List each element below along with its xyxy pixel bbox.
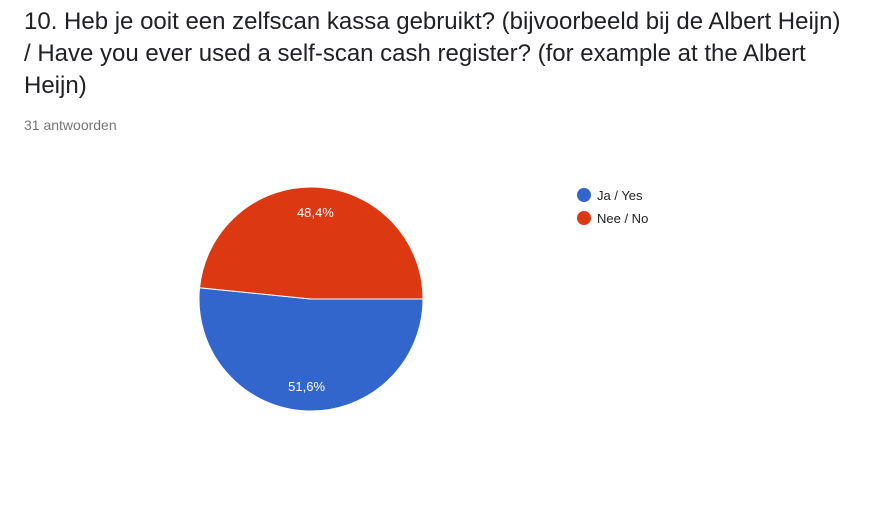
legend-swatch [577,211,591,225]
response-count: 31 antwoorden [24,117,117,133]
pie-slice-nee-no [199,186,424,300]
legend-label: Ja / Yes [597,188,643,203]
question-title: 10. Heb je ooit een zelfscan kassa gebru… [24,8,841,99]
legend-swatch [577,188,591,202]
pie-slice-labels: 51,6% 48,4% [288,205,334,394]
legend-label: Nee / No [597,211,648,226]
slice-value-label: 51,6% [288,379,325,394]
legend: Ja / Yes Nee / No [577,188,648,226]
slice-value-label: 48,4% [297,205,334,220]
legend-item: Nee / No [577,211,648,226]
pie-slice-ja-yes [198,287,424,412]
legend-item: Ja / Yes [577,188,643,203]
pie-slices [198,186,424,412]
